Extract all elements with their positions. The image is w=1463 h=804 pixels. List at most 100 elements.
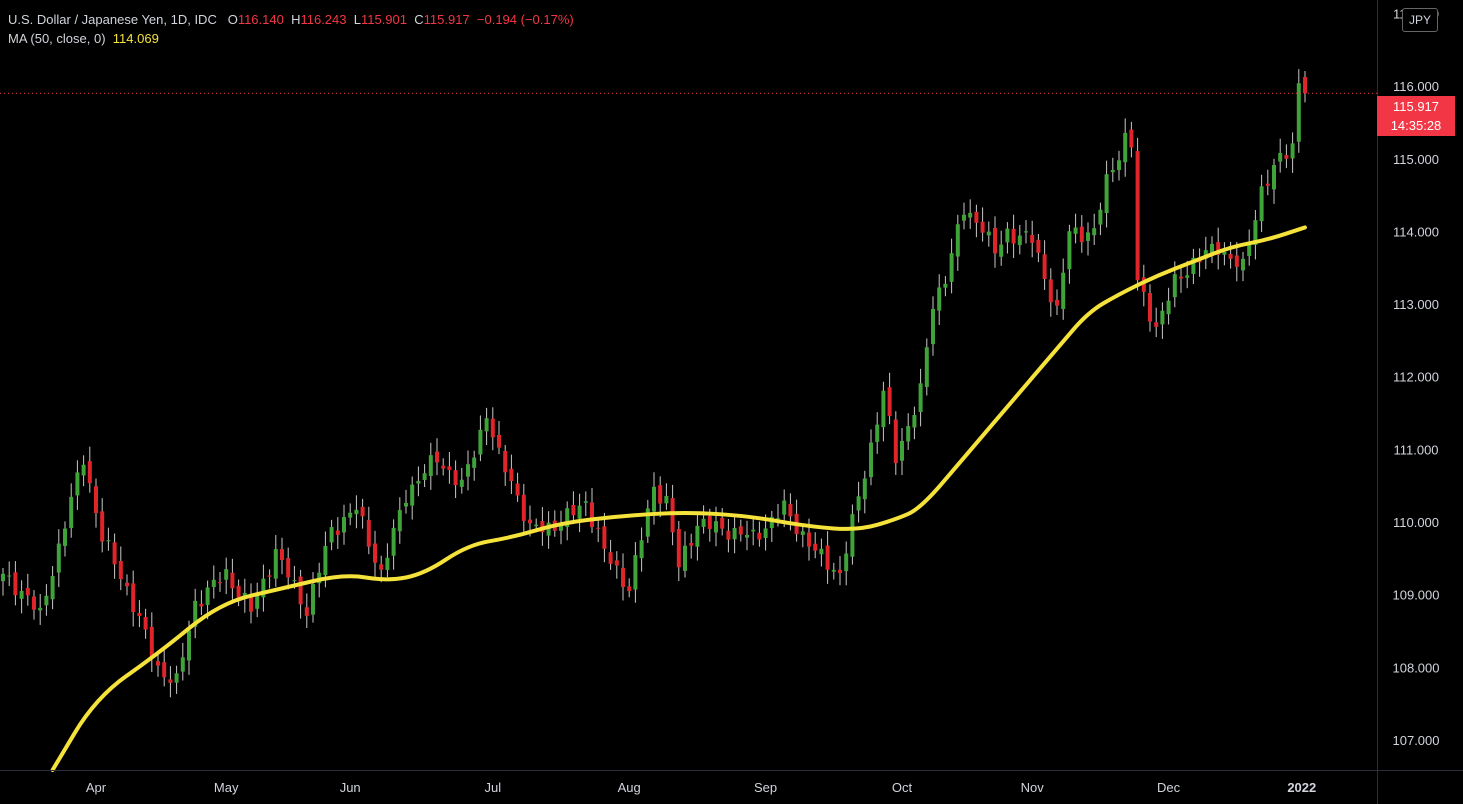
candle-body bbox=[236, 585, 241, 598]
ma-label[interactable]: MA (50, close, 0) bbox=[8, 31, 106, 46]
candle-body bbox=[168, 679, 173, 683]
candle-body bbox=[1117, 160, 1121, 171]
candle-body bbox=[831, 569, 836, 572]
candle-body bbox=[757, 532, 762, 540]
candle-body bbox=[205, 587, 210, 605]
candle-body bbox=[807, 532, 811, 547]
candle-body bbox=[707, 516, 712, 529]
candle-body bbox=[1048, 279, 1053, 303]
candle-body bbox=[1073, 227, 1078, 234]
candle-body bbox=[1197, 260, 1202, 263]
candle-body bbox=[25, 588, 30, 596]
time-tick-label: Jul bbox=[484, 780, 501, 795]
candle-body bbox=[844, 553, 849, 572]
candle-body bbox=[112, 542, 117, 565]
candle-body bbox=[596, 527, 601, 529]
candle-body bbox=[329, 527, 334, 543]
candle-body bbox=[528, 519, 532, 524]
last-price-tag: 115.917 14:35:28 bbox=[1377, 96, 1455, 136]
candle-body bbox=[583, 501, 588, 503]
chart-legend: U.S. Dollar / Japanese Yen, 1D, IDC O 116… bbox=[8, 10, 574, 48]
candle-body bbox=[1055, 299, 1059, 306]
candle-body bbox=[410, 484, 415, 506]
candle-body bbox=[738, 526, 743, 535]
candle-body bbox=[459, 479, 464, 487]
candle-body bbox=[1284, 155, 1289, 159]
candle-body bbox=[893, 419, 898, 464]
candle-body bbox=[397, 510, 402, 532]
candle-body bbox=[862, 478, 867, 500]
bar-countdown: 14:35:28 bbox=[1390, 118, 1442, 133]
candle-body bbox=[1265, 183, 1270, 186]
candle-body bbox=[825, 545, 830, 570]
candle-body bbox=[292, 580, 297, 582]
candle-body bbox=[453, 470, 458, 486]
candle-body bbox=[1216, 242, 1221, 255]
candle-body bbox=[993, 228, 997, 254]
low-label: L bbox=[353, 12, 361, 27]
close-label: C bbox=[414, 12, 424, 27]
symbol-title[interactable]: U.S. Dollar / Japanese Yen, 1D, IDC bbox=[8, 12, 217, 27]
candle-body bbox=[968, 212, 973, 218]
candle-body bbox=[838, 569, 842, 574]
price-axis[interactable]: 117.000116.000115.000114.000113.000112.0… bbox=[1393, 7, 1440, 748]
candle-body bbox=[980, 221, 985, 233]
price-tick-label: 109.000 bbox=[1393, 588, 1440, 603]
candle-body bbox=[800, 531, 805, 535]
candle-body bbox=[81, 464, 86, 476]
candle-body bbox=[1005, 228, 1010, 243]
candle-body bbox=[435, 451, 439, 463]
candle-body bbox=[769, 516, 774, 528]
candle-body bbox=[38, 607, 43, 611]
candle-body bbox=[931, 308, 935, 345]
candle-body bbox=[652, 486, 656, 512]
candle-body bbox=[1166, 300, 1171, 315]
candle-body bbox=[503, 451, 508, 473]
candle-body bbox=[428, 455, 433, 476]
candle-body bbox=[472, 457, 477, 468]
candle-body bbox=[286, 558, 291, 578]
candle-body bbox=[869, 442, 873, 478]
candle-body bbox=[360, 506, 365, 517]
candle-body bbox=[1179, 276, 1183, 279]
candle-body bbox=[534, 524, 539, 527]
candle-body bbox=[416, 480, 421, 484]
candle-body bbox=[1067, 231, 1072, 270]
candle-body bbox=[1185, 275, 1190, 278]
currency-button[interactable]: JPY bbox=[1402, 8, 1438, 32]
candle-body bbox=[149, 626, 154, 658]
candle-body bbox=[354, 509, 359, 515]
candle-body bbox=[273, 549, 278, 579]
candle-body bbox=[1079, 226, 1084, 243]
price-tick-label: 113.000 bbox=[1393, 297, 1439, 312]
candle-body bbox=[224, 569, 229, 580]
candle-body bbox=[614, 560, 619, 566]
candle-body bbox=[1290, 143, 1295, 159]
candle-body bbox=[962, 214, 966, 221]
high-value: 116.243 bbox=[300, 12, 347, 27]
candle-body bbox=[304, 607, 309, 616]
time-tick-label: Sep bbox=[754, 780, 777, 795]
candle-body bbox=[13, 572, 18, 596]
candle-body bbox=[249, 594, 253, 612]
candle-body bbox=[999, 244, 1004, 257]
ma-value: 114.069 bbox=[112, 31, 159, 46]
candle-body bbox=[1247, 243, 1252, 257]
candle-body bbox=[1222, 251, 1227, 255]
candle-body bbox=[335, 530, 340, 535]
candle-body bbox=[949, 253, 954, 282]
candle-body bbox=[912, 415, 917, 428]
candle-body bbox=[137, 613, 142, 617]
candle-body bbox=[447, 466, 452, 470]
price-tick-label: 116.000 bbox=[1393, 79, 1439, 94]
open-label: O bbox=[227, 12, 238, 27]
candle-body bbox=[602, 526, 607, 549]
candle-body bbox=[645, 508, 650, 537]
candle-body bbox=[379, 564, 384, 570]
candle-body bbox=[509, 468, 514, 481]
candle-body bbox=[385, 557, 390, 570]
candle-body bbox=[342, 517, 346, 533]
candle-body bbox=[118, 560, 123, 580]
time-axis[interactable]: Apr May Jun Jul Aug Sep Oct Nov Dec 2022 bbox=[86, 780, 1316, 795]
